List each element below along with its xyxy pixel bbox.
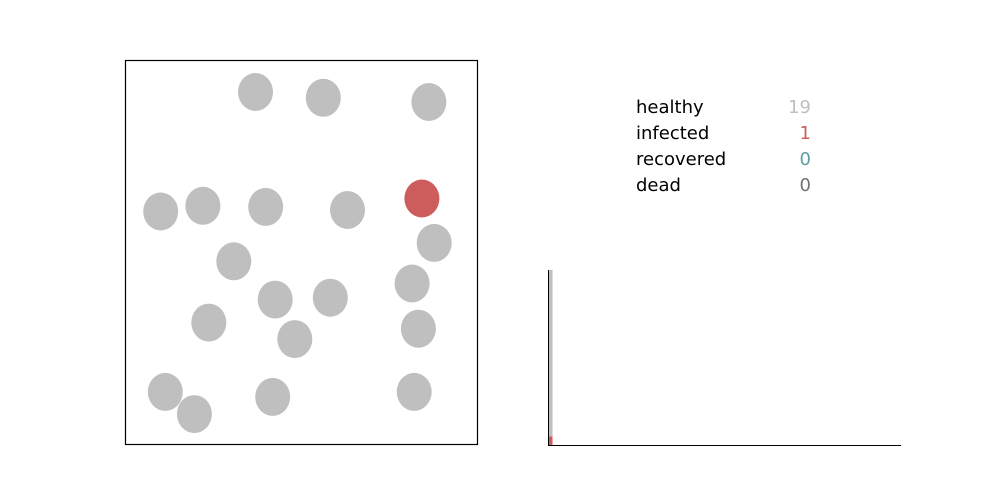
particle-healthy bbox=[191, 303, 227, 342]
area-infected bbox=[549, 436, 553, 445]
particle-healthy bbox=[143, 192, 179, 231]
particle-healthy bbox=[400, 309, 436, 348]
particle-healthy bbox=[238, 73, 273, 111]
particle-healthy bbox=[216, 242, 252, 281]
particle-healthy bbox=[185, 186, 221, 225]
healthy-label: healthy bbox=[636, 97, 704, 118]
area-healthy bbox=[549, 270, 553, 437]
simulation-panel bbox=[124, 59, 479, 446]
healthy-count: 19 bbox=[788, 97, 811, 118]
dead-label: dead bbox=[636, 175, 681, 196]
recovered-count: 0 bbox=[800, 149, 811, 170]
status-counts: healthy 19 infected 1 recovered 0 dead 0 bbox=[636, 97, 811, 196]
particle-healthy bbox=[394, 264, 430, 303]
particle-healthy bbox=[312, 278, 348, 317]
particle-healthy bbox=[248, 187, 284, 226]
particle-layer bbox=[143, 73, 452, 434]
particle-healthy bbox=[277, 320, 313, 359]
particle-healthy bbox=[176, 395, 212, 434]
particle-healthy bbox=[257, 280, 293, 319]
infected-count: 1 bbox=[800, 123, 811, 144]
dead-count: 0 bbox=[800, 175, 811, 196]
particle-healthy bbox=[255, 377, 291, 416]
history-area-chart bbox=[548, 270, 901, 446]
particle-healthy bbox=[330, 191, 365, 229]
area-series-layer bbox=[549, 270, 553, 445]
recovered-label: recovered bbox=[636, 149, 726, 170]
particle-healthy bbox=[305, 78, 341, 117]
particle-healthy bbox=[147, 372, 183, 411]
particle-healthy bbox=[396, 372, 432, 411]
particle-healthy bbox=[416, 223, 452, 262]
infected-label: infected bbox=[636, 123, 709, 144]
particle-healthy bbox=[411, 83, 447, 121]
particle-infected bbox=[404, 179, 440, 218]
